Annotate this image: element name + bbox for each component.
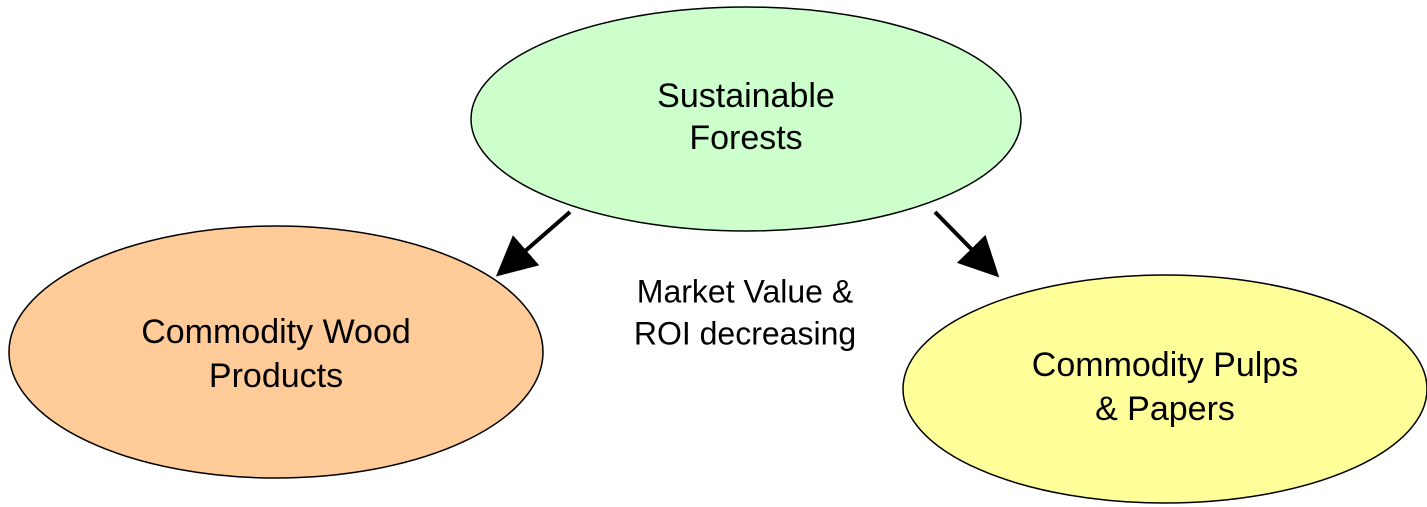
arrow (933, 210, 1000, 278)
arrow (495, 210, 572, 277)
node-ellipse (902, 274, 1427, 504)
node-label: Sustainable (657, 77, 835, 115)
node-label: Commodity Wood (141, 313, 411, 351)
node-label: Forests (689, 119, 802, 157)
node-ellipse (8, 225, 544, 479)
node-label: Commodity Pulps (1032, 346, 1298, 384)
node-label: Products (209, 357, 343, 395)
annotation: Market Value & (637, 273, 853, 309)
node-label: & Papers (1095, 390, 1235, 428)
node-ellipse (470, 6, 1022, 232)
annotation: ROI decreasing (634, 315, 856, 351)
